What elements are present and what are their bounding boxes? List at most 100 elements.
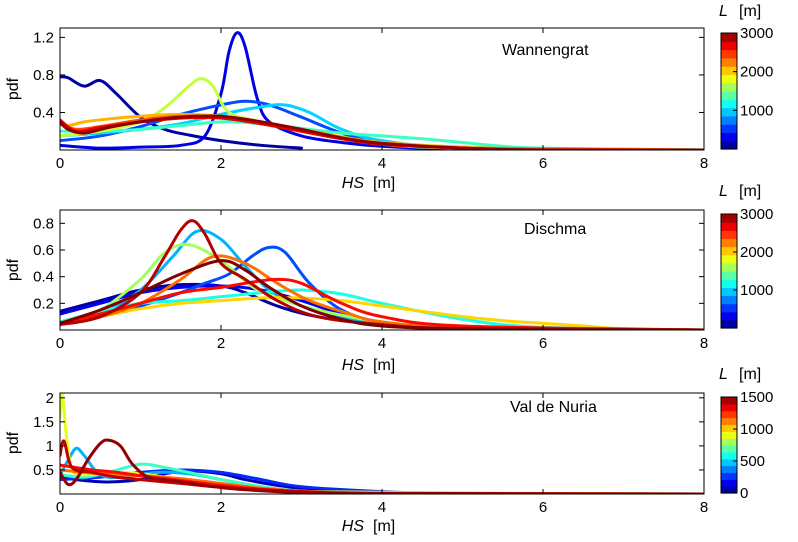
val-de-nuria-series-line-2 [60, 446, 704, 494]
val-de-nuria-colorbar-swatch [721, 438, 737, 446]
wannengrat-colorbar-swatch [721, 49, 737, 59]
val-de-nuria-ticks: 0 2 4 6 8 0.5 1 1.5 2 [33, 390, 708, 516]
val-de-nuria-colorbar-tick-label: 500 [740, 453, 765, 470]
val-de-nuria-xlabel: HS [m] [342, 518, 395, 535]
dischma-series-line-7 [60, 254, 704, 330]
dischma-colorbar-tick-label: 1000 [740, 282, 773, 299]
svg-text:L: L [719, 3, 728, 20]
dischma-colorbar-swatch [721, 230, 737, 240]
svg-text:L: L [719, 366, 728, 383]
dischma-xlabel: HS [m] [342, 357, 395, 374]
val-de-nuria-colorbar-swatch [721, 410, 737, 419]
wannengrat-panel: 0 2 4 6 8 0.4 0.8 1.2 Wannengrat pdf HS [m] 100… [5, 3, 773, 192]
svg-text:[m]: [m] [373, 175, 395, 192]
dischma-colorbar-swatch [721, 262, 737, 272]
wannengrat-colorbar-swatch [721, 107, 737, 117]
val-de-nuria-ytick-label: 1 [46, 438, 54, 455]
dischma-colorbar-label: L [m] [719, 183, 761, 200]
dischma-colorbar-swatch [721, 287, 737, 297]
val-de-nuria-colorbar-label: L [m] [719, 366, 761, 383]
wannengrat-series-line-4 [60, 120, 704, 150]
wannengrat-colorbar-swatch [721, 91, 737, 100]
dischma-colorbar: 1000 2000 3000 [720, 206, 773, 329]
val-de-nuria-colorbar-frame [720, 396, 738, 494]
dischma-xtick-label: 4 [378, 335, 386, 352]
wannengrat-colorbar-swatch [721, 41, 737, 51]
dischma-series-line-10 [60, 259, 704, 330]
svg-text:L: L [719, 183, 728, 200]
val-de-nuria-xtick-label: 4 [378, 499, 386, 516]
wannengrat-colorbar-tick-label: 3000 [740, 25, 773, 42]
dischma-colorbar-tick-label: 2000 [740, 244, 773, 261]
val-de-nuria-colorbar-swatch [721, 486, 737, 494]
wannengrat-ytick-label: 0.8 [33, 67, 54, 84]
svg-text:[m]: [m] [373, 518, 395, 535]
dischma-series-group [60, 219, 704, 330]
val-de-nuria-colorbar-swatch [721, 417, 737, 426]
wannengrat-series-line-1 [60, 31, 704, 150]
dischma-xtick-label: 8 [700, 335, 708, 352]
wannengrat-colorbar-label: L [m] [719, 3, 761, 20]
wannengrat-colorbar: 1000 2000 3000 [720, 25, 773, 150]
wannengrat-title: Wannengrat [502, 42, 589, 59]
val-de-nuria-colorbar-swatch [721, 458, 737, 467]
svg-text:[m]: [m] [739, 183, 761, 200]
val-de-nuria-ytick-label: 2 [46, 390, 54, 407]
dischma-series-line-3 [60, 229, 704, 330]
dischma-colorbar-tick-label: 3000 [740, 206, 773, 223]
dischma-colorbar-swatch [721, 319, 737, 329]
dischma-ytick-label: 0.4 [33, 269, 54, 286]
wannengrat-colorbar-tick-label: 2000 [740, 64, 773, 81]
wannengrat-xtick-label: 0 [56, 155, 64, 172]
dischma-xtick-label: 6 [539, 335, 547, 352]
val-de-nuria-colorbar-tick-label: 0 [740, 485, 748, 502]
dischma-colorbar-swatch [721, 254, 737, 264]
dischma-panel: 0 2 4 6 8 0.2 0.4 0.6 0.8 Dischma pdf HS [m] 100… [5, 183, 773, 374]
dischma-series-line-6 [60, 296, 704, 330]
svg-text:HS: HS [342, 518, 365, 535]
wannengrat-colorbar-swatch [721, 99, 737, 109]
val-de-nuria-title: Val de Nuria [510, 399, 597, 416]
dischma-ticks: 0 2 4 6 8 0.2 0.4 0.6 0.8 [33, 210, 708, 352]
wannengrat-colorbar-swatch [721, 115, 737, 125]
wannengrat-colorbar-swatch [721, 132, 737, 142]
wannengrat-xtick-label: 6 [539, 155, 547, 172]
wannengrat-ticks: 0 2 4 6 8 0.4 0.8 1.2 [33, 28, 708, 172]
val-de-nuria-colorbar-swatch [721, 403, 737, 412]
wannengrat-colorbar-tick-label: 1000 [740, 102, 773, 119]
val-de-nuria-colorbar-tick-label: 1000 [740, 421, 773, 438]
wannengrat-colorbar-swatch [721, 82, 737, 92]
val-de-nuria-series-line-7 [60, 439, 704, 494]
dischma-colorbar-swatch [721, 295, 737, 305]
wannengrat-colorbar-swatch [721, 66, 737, 76]
val-de-nuria-ylabel: pdf [5, 431, 22, 454]
val-de-nuria-colorbar-swatch [721, 424, 737, 432]
wannengrat-colorbar-swatch [721, 57, 737, 67]
val-de-nuria-xtick-label: 2 [217, 499, 225, 516]
wannengrat-colorbar-swatch [721, 33, 737, 42]
wannengrat-colorbar-swatch [721, 140, 737, 150]
wannengrat-series-line-9 [60, 114, 704, 150]
dischma-title: Dischma [524, 221, 586, 238]
wannengrat-axes-box [59, 27, 705, 151]
dischma-ytick-label: 0.8 [33, 215, 54, 232]
wannengrat-colorbar-swatch [721, 74, 737, 84]
dischma-xtick-label: 0 [56, 335, 64, 352]
wannengrat-ylabel: pdf [5, 77, 22, 100]
val-de-nuria-series-line-8 [60, 438, 704, 494]
val-de-nuria-ytick-label: 1.5 [33, 414, 54, 431]
val-de-nuria-xtick-label: 0 [56, 499, 64, 516]
val-de-nuria-colorbar-tick-label: 1500 [740, 389, 773, 406]
val-de-nuria-panel: 0 2 4 6 8 0.5 1 1.5 2 Val de Nuria pdf HS [m] 0 5… [5, 366, 773, 535]
wannengrat-ytick-label: 0.4 [33, 104, 54, 121]
wannengrat-xtick-label: 2 [217, 155, 225, 172]
svg-text:[m]: [m] [739, 3, 761, 20]
dischma-xtick-label: 2 [217, 335, 225, 352]
val-de-nuria-colorbar-swatch [721, 397, 737, 405]
val-de-nuria-colorbar-swatch [721, 431, 737, 439]
val-de-nuria-series-group [60, 393, 704, 494]
dischma-colorbar-swatch [721, 214, 737, 223]
dischma-colorbar-swatch [721, 238, 737, 248]
wannengrat-series-group [60, 31, 704, 150]
